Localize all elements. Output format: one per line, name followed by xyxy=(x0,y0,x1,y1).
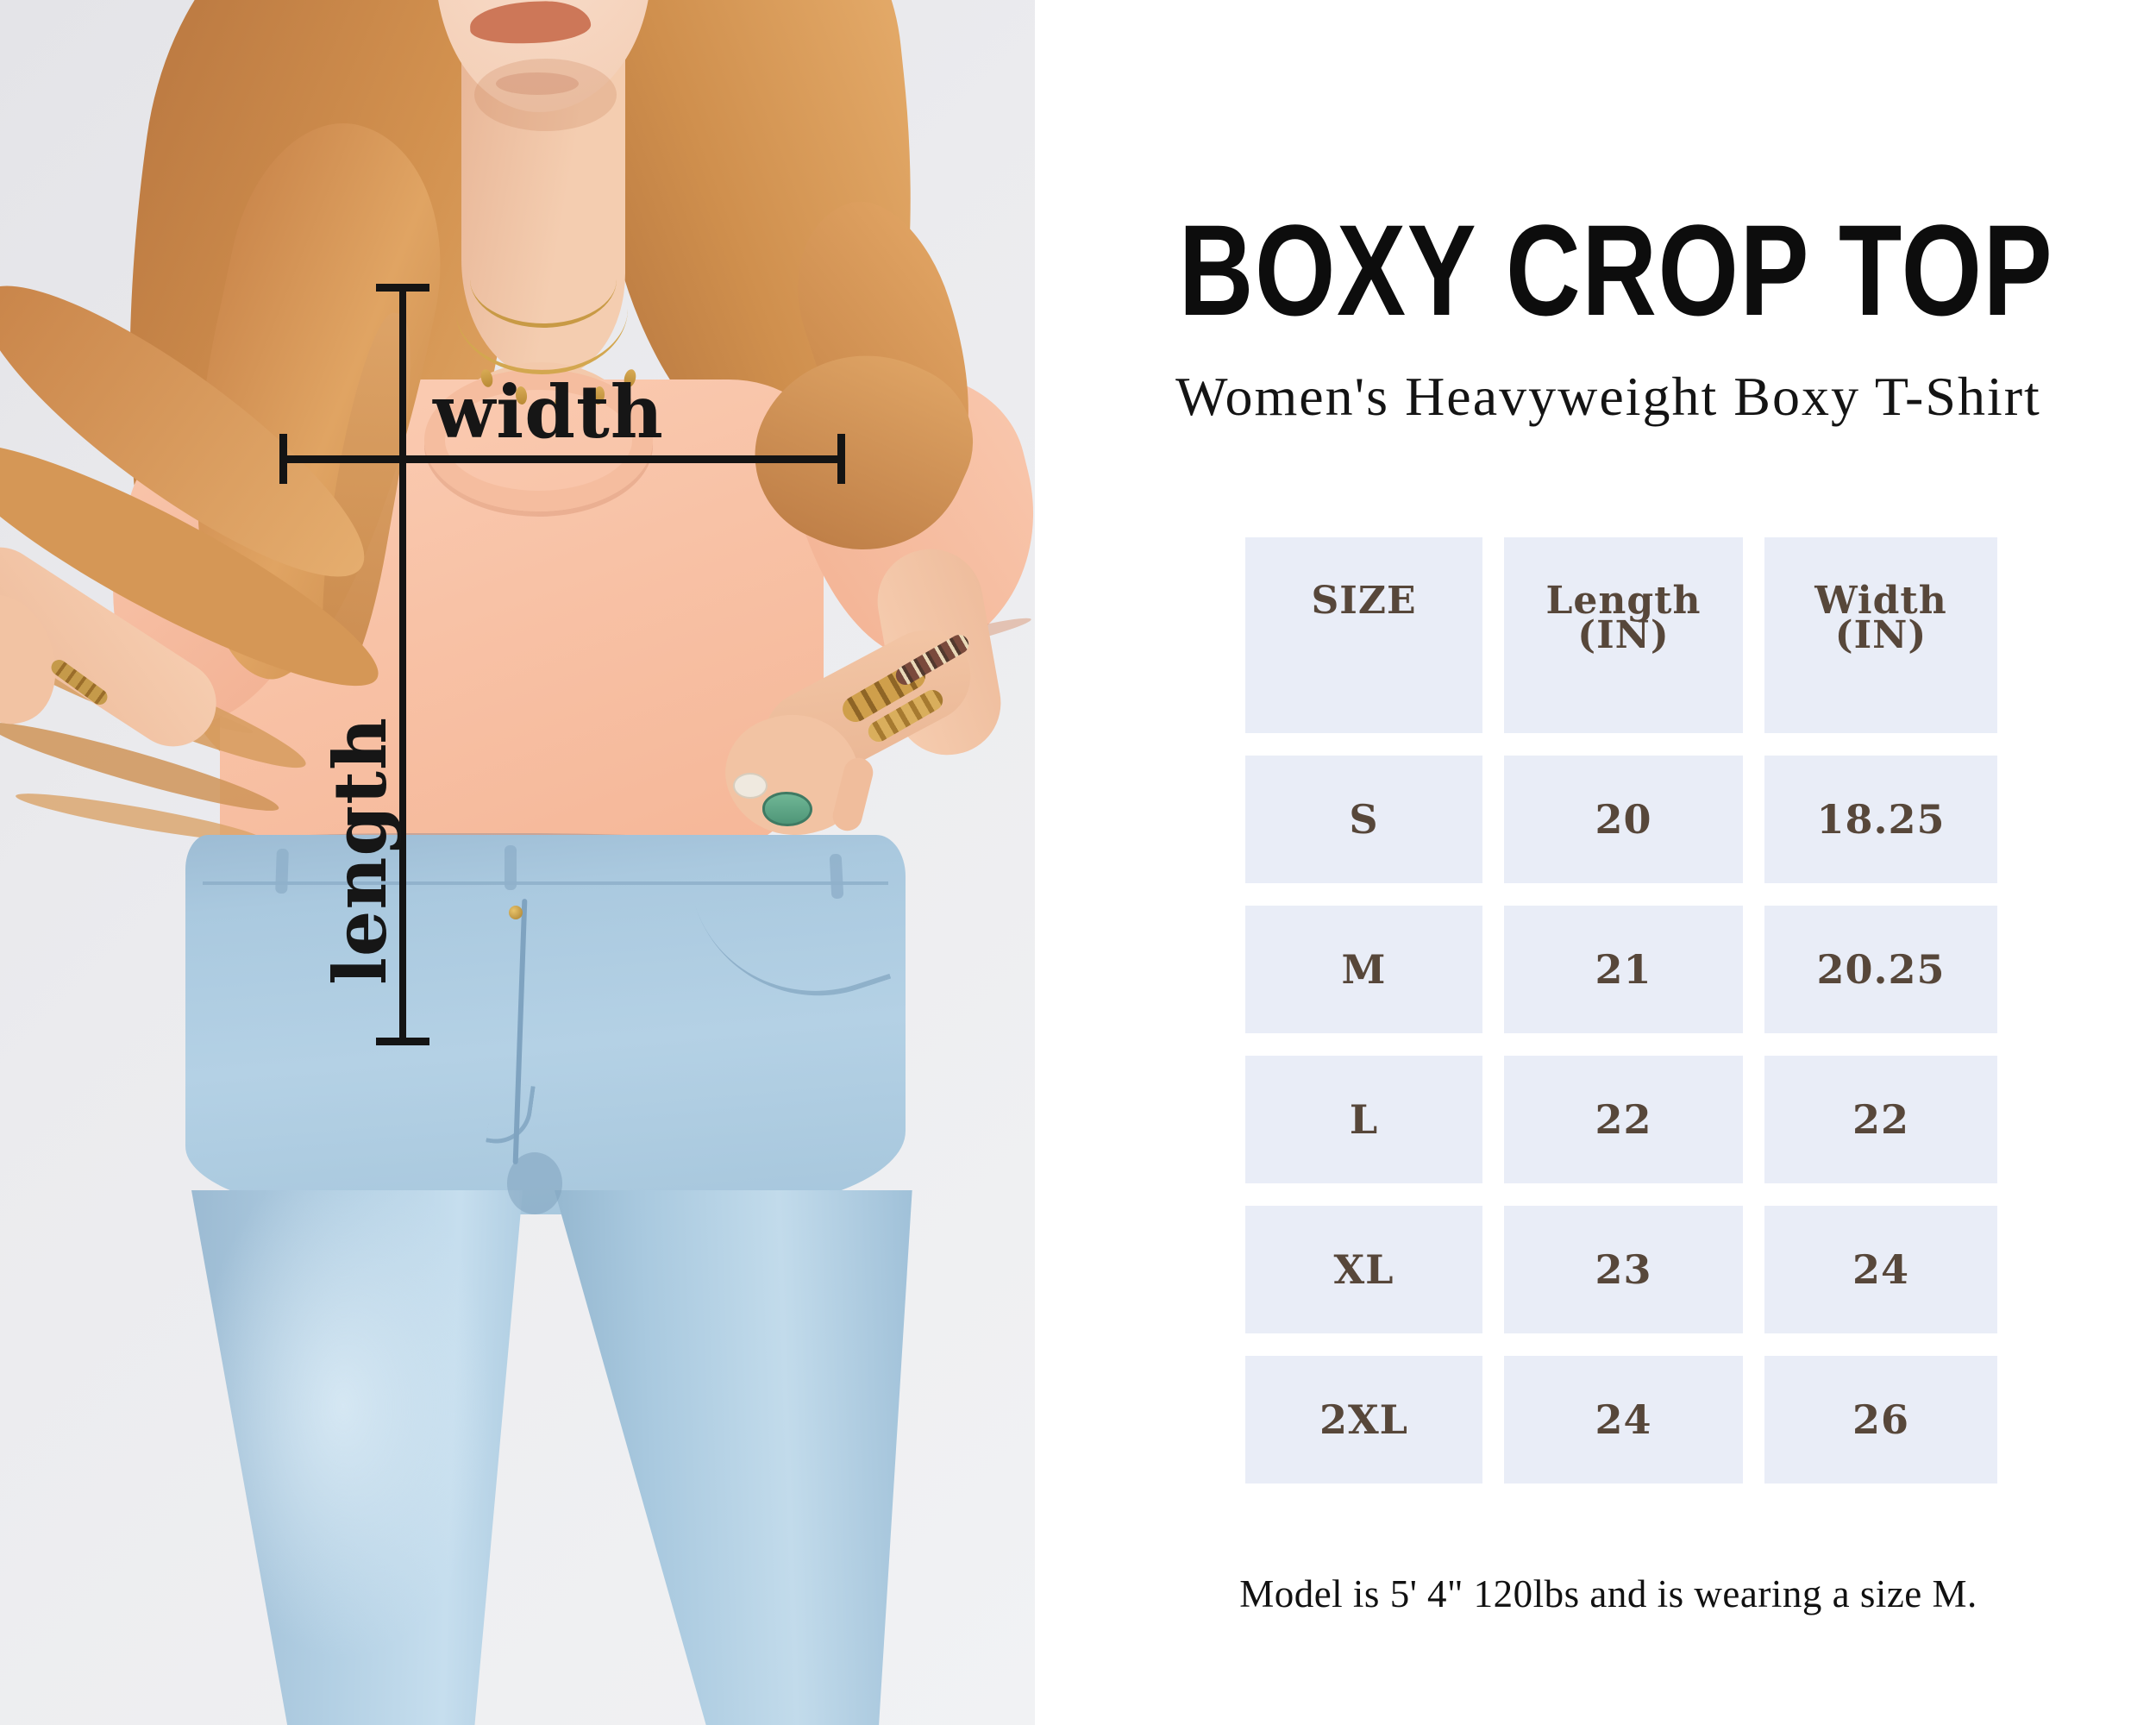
model-photo: width length xyxy=(0,0,1035,1725)
length-measure-line xyxy=(399,286,406,1044)
table-cell-size-2xl: 2XL xyxy=(1245,1356,1482,1484)
jeans-hip xyxy=(185,835,906,1214)
table-cell-width-s: 18.25 xyxy=(1764,756,1997,883)
table-cell-size-m: M xyxy=(1245,906,1482,1033)
necklace-charm xyxy=(555,395,566,413)
column-unit: (IN) xyxy=(1577,613,1670,657)
jeans-button xyxy=(509,906,523,919)
info-panel: BOXY CROP TOP Women's Heavyweight Boxy T… xyxy=(1035,0,2156,1725)
column-header-size: SIZE xyxy=(1245,537,1482,733)
model-size-note: Model is 5' 4" 120lbs and is wearing a s… xyxy=(1239,1572,1977,1615)
width-label: width xyxy=(433,369,664,455)
column-label: Length xyxy=(1545,579,1702,623)
column-unit: (IN) xyxy=(1834,613,1927,657)
subtitle-row: Women's Heavyweight Boxy T-Shirt xyxy=(1069,369,2147,424)
table-cell-length-l: 22 xyxy=(1504,1056,1743,1183)
table-cell-width-xl: 24 xyxy=(1764,1206,1997,1333)
table-cell-width-2xl: 26 xyxy=(1764,1356,1997,1484)
column-header-length: Length (IN) xyxy=(1504,537,1743,733)
jeans-waist-stitch xyxy=(203,881,888,885)
note-row: Model is 5' 4" 120lbs and is wearing a s… xyxy=(1069,1571,2147,1616)
table-cell-length-m: 21 xyxy=(1504,906,1743,1033)
page-title: BOXY CROP TOP xyxy=(1178,198,2054,342)
table-cell-width-l: 22 xyxy=(1764,1056,1997,1183)
size-table: SIZE Length (IN) Width (IN) S 20 18.25 M… xyxy=(1245,537,1997,1484)
turquoise-ring xyxy=(762,792,812,826)
belt-loop xyxy=(829,853,844,900)
table-cell-size-l: L xyxy=(1245,1056,1482,1183)
page-subtitle: Women's Heavyweight Boxy T-Shirt xyxy=(1175,366,2041,427)
belt-loop xyxy=(505,845,517,890)
column-header-width: Width (IN) xyxy=(1764,537,1997,733)
column-label: Width xyxy=(1814,579,1947,623)
chin-shadow xyxy=(496,72,579,95)
width-measure-tick-left xyxy=(279,434,287,484)
length-label: length xyxy=(317,716,403,985)
table-cell-length-s: 20 xyxy=(1504,756,1743,883)
table-cell-width-m: 20.25 xyxy=(1764,906,1997,1033)
width-measure-tick-right xyxy=(837,434,845,484)
table-cell-length-xl: 23 xyxy=(1504,1206,1743,1333)
jeans-left-leg xyxy=(191,1190,523,1725)
belt-loop xyxy=(275,848,289,894)
table-cell-length-2xl: 24 xyxy=(1504,1356,1743,1484)
table-cell-size-s: S xyxy=(1245,756,1482,883)
jeans-right-leg xyxy=(554,1190,912,1725)
neck-shadow xyxy=(474,59,617,131)
length-measure-tick-bottom xyxy=(376,1038,429,1045)
necklace-strand xyxy=(455,243,628,374)
white-ring xyxy=(733,773,768,799)
table-cell-size-xl: XL xyxy=(1245,1206,1482,1333)
width-measure-line xyxy=(281,455,845,463)
column-label: SIZE xyxy=(1311,579,1417,623)
length-measure-tick-top xyxy=(376,284,429,292)
title-row: BOXY CROP TOP xyxy=(1069,205,2147,335)
